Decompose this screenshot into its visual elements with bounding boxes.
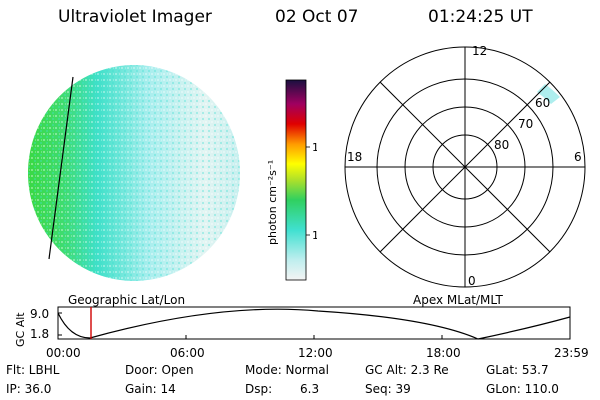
colorbar-unit-label: photon cm⁻²s⁻¹ (266, 160, 279, 245)
y-axis-title: GC Alt (14, 312, 27, 347)
status-filter: Flt: LBHL (6, 363, 60, 377)
status-gc-alt: GC Alt: 2.3 Re (365, 363, 449, 377)
timeline-left-caption: Geographic Lat/Lon (68, 293, 186, 307)
mlt-label-18: 18 (347, 150, 362, 164)
colorbar-gradient (285, 79, 307, 281)
x-tick-2359: 23:59 (554, 346, 589, 360)
status-glat: GLat: 53.7 (486, 363, 549, 377)
x-tick-1800: 18:00 (426, 346, 461, 360)
mlt-label-12: 12 (472, 45, 487, 58)
y-tick-9: 9.0 (30, 307, 49, 321)
date-label: 02 Oct 07 (275, 7, 359, 27)
x-tick-0000: 00:00 (46, 346, 81, 360)
time-label: 01:24:25 UT (428, 7, 533, 27)
y-tick-1-8: 1.8 (30, 327, 49, 341)
mlt-label-6: 6 (574, 150, 582, 164)
x-tick-0600: 06:00 (170, 346, 205, 360)
status-dsp-value: 6.3 (300, 382, 320, 396)
terminator-line (48, 76, 74, 260)
polar-mlt-plot: 60 70 80 12 18 6 0 (344, 45, 586, 288)
colorbar-tick-10: 10 (312, 229, 317, 242)
ring-label-60: 60 (535, 96, 550, 110)
timeline-frame (57, 306, 571, 340)
ring-label-80: 80 (494, 138, 509, 152)
colorbar: 100 10 photon cm⁻²s⁻¹ (266, 79, 317, 281)
ring-label-70: 70 (518, 117, 533, 131)
status-ip: IP: 36.0 (6, 382, 52, 396)
status-dsp-label: Dsp: (245, 382, 273, 396)
status-gain: Gain: 14 (125, 382, 176, 396)
instrument-title: Ultraviolet Imager (58, 7, 212, 27)
status-glon: GLon: 110.0 (486, 382, 559, 396)
mlt-label-0: 0 (468, 274, 476, 288)
status-seq: Seq: 39 (365, 382, 411, 396)
timeline-right-caption: Apex MLat/MLT (413, 293, 503, 307)
altitude-curve (57, 308, 571, 340)
altitude-timeline: GC Alt 9.0 1.8 00:00 06:00 12:00 18:00 2… (14, 306, 589, 360)
status-door: Door: Open (125, 363, 194, 377)
x-tick-1200: 12:00 (298, 346, 333, 360)
colorbar-tick-100: 100 (312, 141, 317, 154)
emission-disk (28, 65, 240, 281)
auroral-image (28, 65, 240, 281)
status-mode: Mode: Normal (245, 363, 329, 377)
